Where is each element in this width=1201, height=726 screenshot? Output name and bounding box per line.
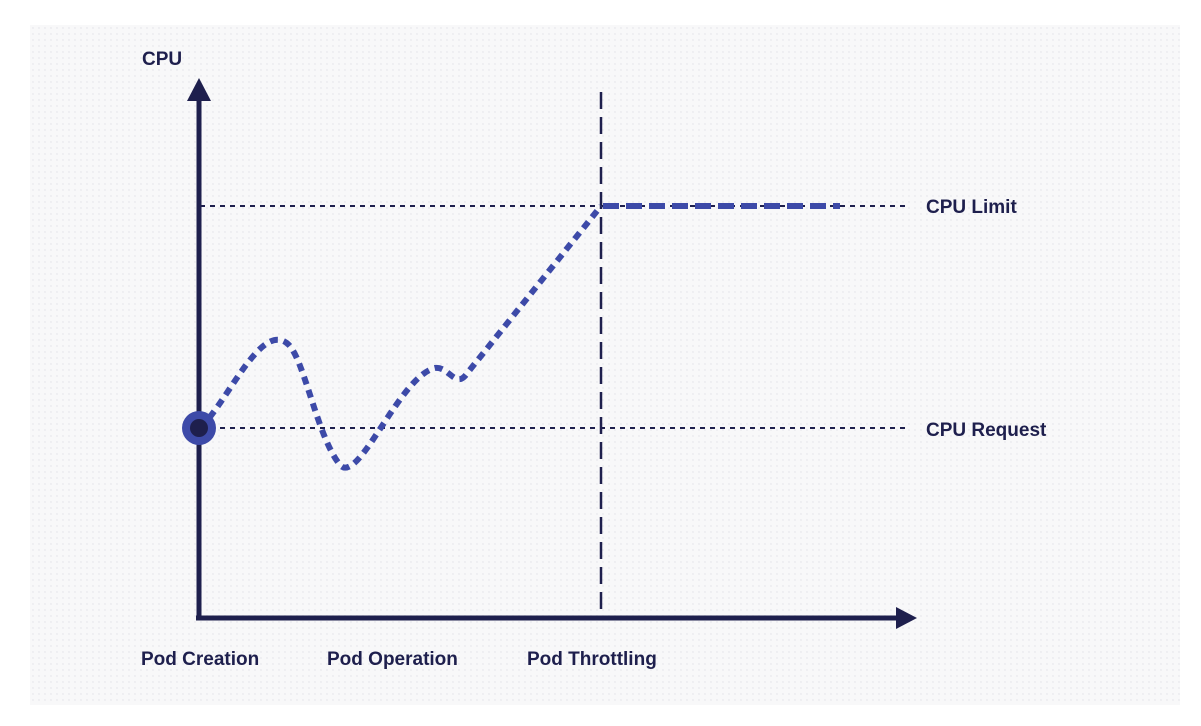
- phase-label-pod-operation: Pod Operation: [327, 649, 458, 670]
- cpu-request-label: CPU Request: [926, 420, 1047, 441]
- cpu-usage-curve: [197, 204, 604, 471]
- y-axis-label: CPU: [142, 49, 183, 70]
- x-axis-arrow: [896, 607, 917, 629]
- pod-start-marker-core: [190, 419, 208, 437]
- diagram-background-panel: [30, 25, 1180, 705]
- phase-label-pod-throttling: Pod Throttling: [527, 649, 657, 670]
- phase-label-pod-creation: Pod Creation: [141, 649, 260, 670]
- cpu-limit-label: CPU Limit: [926, 197, 1017, 218]
- y-axis-arrow: [187, 78, 211, 101]
